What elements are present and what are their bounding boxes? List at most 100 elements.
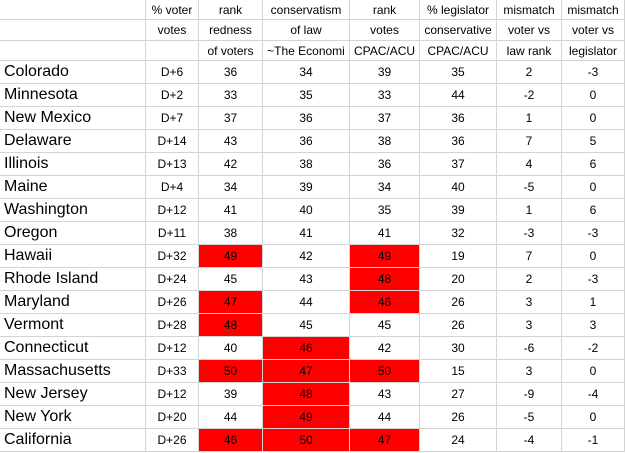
cell: 33 bbox=[199, 84, 263, 107]
cell: Delaware bbox=[0, 130, 146, 153]
cell: 6 bbox=[562, 153, 625, 176]
cell bbox=[0, 0, 146, 20]
cell bbox=[146, 41, 199, 61]
cell: 34 bbox=[350, 176, 420, 199]
cell: 36 bbox=[263, 107, 350, 130]
cell: 42 bbox=[199, 153, 263, 176]
cell: Rhode Island bbox=[0, 268, 146, 291]
cell: 36 bbox=[263, 130, 350, 153]
cell: -2 bbox=[497, 84, 562, 107]
cell: 0 bbox=[562, 176, 625, 199]
cell: -5 bbox=[497, 176, 562, 199]
cell: 38 bbox=[199, 222, 263, 245]
cell bbox=[0, 41, 146, 61]
cell: 15 bbox=[420, 360, 497, 383]
cell: 33 bbox=[350, 84, 420, 107]
cell: 0 bbox=[562, 84, 625, 107]
cell: voter vs bbox=[497, 20, 562, 41]
cell: Vermont bbox=[0, 314, 146, 337]
cell: 1 bbox=[497, 199, 562, 222]
cell: % voter bbox=[146, 0, 199, 20]
cell: mismatch bbox=[497, 0, 562, 20]
cell: 2 bbox=[497, 268, 562, 291]
cell: 44 bbox=[263, 291, 350, 314]
cell: 1 bbox=[497, 107, 562, 130]
cell: 44 bbox=[420, 84, 497, 107]
cell: -2 bbox=[562, 337, 625, 360]
cell: 34 bbox=[263, 61, 350, 84]
cell: 39 bbox=[420, 199, 497, 222]
cell: 35 bbox=[350, 199, 420, 222]
cell bbox=[0, 20, 146, 41]
cell: Maryland bbox=[0, 291, 146, 314]
cell: 41 bbox=[263, 222, 350, 245]
cell: mismatch bbox=[562, 0, 625, 20]
cell: New Jersey bbox=[0, 383, 146, 406]
cell: 42 bbox=[263, 245, 350, 268]
cell: -4 bbox=[497, 429, 562, 452]
cell: rank bbox=[350, 0, 420, 20]
cell: D+12 bbox=[146, 337, 199, 360]
cell: -1 bbox=[562, 429, 625, 452]
cell: Oregon bbox=[0, 222, 146, 245]
cell: 3 bbox=[497, 291, 562, 314]
cell: 39 bbox=[263, 176, 350, 199]
cell: -9 bbox=[497, 383, 562, 406]
cell: Colorado bbox=[0, 61, 146, 84]
cell: New Mexico bbox=[0, 107, 146, 130]
cell: D+12 bbox=[146, 199, 199, 222]
cell: D+33 bbox=[146, 360, 199, 383]
cell: 26 bbox=[420, 291, 497, 314]
cell: D+32 bbox=[146, 245, 199, 268]
cell: 3 bbox=[497, 360, 562, 383]
cell: Maine bbox=[0, 176, 146, 199]
cell: 41 bbox=[199, 199, 263, 222]
cell: 44 bbox=[199, 406, 263, 429]
cell: % legislator bbox=[420, 0, 497, 20]
cell: votes bbox=[350, 20, 420, 41]
cell: 46 bbox=[263, 337, 350, 360]
cell: 48 bbox=[263, 383, 350, 406]
cell: redness bbox=[199, 20, 263, 41]
cell: 49 bbox=[263, 406, 350, 429]
cell: 27 bbox=[420, 383, 497, 406]
cell: 37 bbox=[199, 107, 263, 130]
cell: rank bbox=[199, 0, 263, 20]
cell: 0 bbox=[562, 406, 625, 429]
cell: 19 bbox=[420, 245, 497, 268]
cell: 36 bbox=[199, 61, 263, 84]
cell: 36 bbox=[420, 107, 497, 130]
cell: 35 bbox=[263, 84, 350, 107]
cell: D+12 bbox=[146, 383, 199, 406]
cell: conservative bbox=[420, 20, 497, 41]
cell: 48 bbox=[350, 268, 420, 291]
cell: D+7 bbox=[146, 107, 199, 130]
cell: 43 bbox=[263, 268, 350, 291]
cell: of law bbox=[263, 20, 350, 41]
cell: 3 bbox=[562, 314, 625, 337]
cell: 47 bbox=[199, 291, 263, 314]
cell: -3 bbox=[562, 268, 625, 291]
cell: D+14 bbox=[146, 130, 199, 153]
cell: conservatism bbox=[263, 0, 350, 20]
cell: D+20 bbox=[146, 406, 199, 429]
cell: 24 bbox=[420, 429, 497, 452]
cell: 0 bbox=[562, 245, 625, 268]
cell: votes bbox=[146, 20, 199, 41]
cell: 38 bbox=[350, 130, 420, 153]
cell: 43 bbox=[350, 383, 420, 406]
cell: voter vs bbox=[562, 20, 625, 41]
cell: -3 bbox=[562, 222, 625, 245]
cell: 4 bbox=[497, 153, 562, 176]
cell: 3 bbox=[497, 314, 562, 337]
cell: 37 bbox=[420, 153, 497, 176]
cell: 30 bbox=[420, 337, 497, 360]
cell: -3 bbox=[497, 222, 562, 245]
cell: legislator bbox=[562, 41, 625, 61]
cell: -6 bbox=[497, 337, 562, 360]
cell: D+24 bbox=[146, 268, 199, 291]
cell: 7 bbox=[497, 245, 562, 268]
cell: 44 bbox=[350, 406, 420, 429]
cell: 26 bbox=[420, 406, 497, 429]
